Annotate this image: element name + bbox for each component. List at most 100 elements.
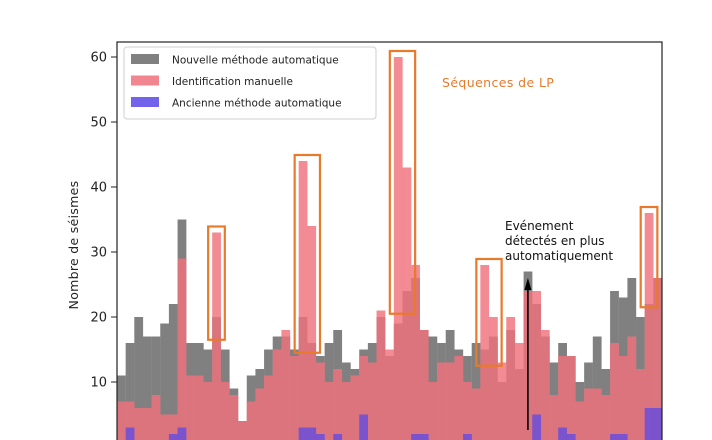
bar-identification-manuelle — [514, 343, 524, 440]
bar-ancienne-methode — [566, 434, 576, 440]
bar-nouvelle-methode — [125, 343, 135, 440]
y-tick-label: 30 — [90, 246, 107, 261]
bar-identification-manuelle — [558, 356, 567, 440]
bar-identification-manuelle — [575, 401, 585, 440]
bar-ancienne-methode — [558, 427, 567, 440]
bars-layer — [117, 57, 663, 440]
bar-identification-manuelle — [376, 310, 386, 440]
bar-identification-manuelle — [549, 395, 559, 440]
bar-identification-manuelle — [445, 362, 455, 440]
bar-identification-manuelle — [177, 258, 187, 440]
bar-identification-manuelle — [437, 362, 446, 440]
bar-identification-manuelle — [160, 414, 170, 440]
bar-nouvelle-methode — [142, 336, 152, 440]
bar-identification-manuelle — [272, 349, 282, 440]
y-tick-label: 60 — [90, 51, 107, 66]
bar-ancienne-methode — [653, 408, 663, 440]
bar-identification-manuelle — [610, 343, 619, 440]
bar-ancienne-methode — [644, 408, 654, 440]
bar-identification-manuelle — [497, 362, 507, 440]
event-arrow-head — [524, 278, 532, 290]
bar-identification-manuelle — [151, 395, 161, 440]
bar-identification-manuelle — [385, 349, 394, 440]
bar-identification-manuelle — [532, 291, 542, 440]
lp-sequence-box — [475, 257, 503, 367]
bar-identification-manuelle — [142, 408, 152, 440]
bar-ancienne-methode — [298, 427, 308, 440]
bar-identification-manuelle — [125, 401, 135, 440]
y-tick-label: 20 — [90, 311, 107, 326]
lp-sequence-box — [293, 153, 322, 354]
bar-identification-manuelle — [264, 375, 273, 440]
bar-identification-manuelle — [186, 375, 196, 440]
bar-ancienne-methode — [307, 427, 317, 440]
bar-ancienne-methode — [532, 414, 542, 440]
y-tick-label: 10 — [90, 376, 107, 391]
legend-swatch — [131, 54, 159, 64]
y-tick-label: 50 — [90, 116, 107, 131]
bar-identification-manuelle — [220, 382, 230, 440]
bar-identification-manuelle — [194, 375, 204, 440]
bar-identification-manuelle — [644, 213, 654, 440]
bar-identification-manuelle — [229, 395, 239, 440]
bar-identification-manuelle — [298, 161, 308, 440]
bar-identification-manuelle — [566, 356, 576, 440]
bar-identification-manuelle — [367, 362, 377, 440]
bar-nouvelle-methode — [160, 323, 170, 440]
bar-identification-manuelle — [636, 369, 645, 440]
y-tick-label: 40 — [90, 181, 107, 196]
bar-identification-manuelle — [463, 382, 472, 440]
bar-ancienne-methode — [419, 434, 429, 440]
bar-identification-manuelle — [350, 375, 360, 440]
event-annotation-text: Evénement — [505, 219, 574, 233]
bar-identification-manuelle — [307, 226, 317, 440]
lp-sequence-box — [388, 49, 417, 315]
bar-identification-manuelle — [281, 330, 291, 440]
bar-identification-manuelle — [117, 401, 126, 440]
bar-identification-manuelle — [540, 330, 550, 440]
bar-ancienne-methode — [618, 434, 628, 440]
plot-frame — [116, 41, 663, 440]
legend-entry-label: Identification manuelle — [172, 76, 293, 88]
bar-identification-manuelle — [324, 382, 334, 440]
bar-ancienne-methode — [315, 434, 325, 440]
bar-identification-manuelle — [168, 414, 178, 440]
bar-identification-manuelle — [402, 167, 412, 440]
bar-identification-manuelle — [246, 401, 256, 440]
y-axis-label: Nombre de séismes — [66, 181, 81, 310]
bar-identification-manuelle — [601, 395, 611, 440]
bar-identification-manuelle — [592, 388, 602, 440]
event-annotation-text: automatiquement — [505, 249, 613, 263]
bar-identification-manuelle — [212, 232, 221, 440]
bar-ancienne-methode — [168, 434, 178, 440]
bar-identification-manuelle — [471, 388, 481, 440]
bar-identification-manuelle — [238, 421, 247, 440]
legend-entry-label: Nouvelle méthode automatique — [172, 55, 339, 67]
bar-nouvelle-methode — [151, 336, 161, 440]
bar-identification-manuelle — [393, 57, 403, 440]
legend-swatch — [131, 97, 159, 107]
bar-ancienne-methode — [359, 414, 369, 440]
bar-nouvelle-methode — [134, 317, 144, 440]
legend-entry-label: Ancienne méthode automatique — [172, 98, 342, 110]
bar-ancienne-methode — [125, 427, 135, 440]
bar-identification-manuelle — [506, 317, 516, 440]
bar-ancienne-methode — [463, 434, 472, 440]
axes-layer: 10 20 30 40 50 60 Nombre de séismes — [66, 41, 663, 440]
bar-ancienne-methode — [333, 434, 343, 440]
bar-ancienne-methode — [610, 434, 619, 440]
bar-identification-manuelle — [653, 278, 663, 440]
lp-sequence-box — [639, 205, 659, 309]
bar-identification-manuelle — [333, 369, 343, 440]
lp-sequence-label: Séquences de LP — [442, 75, 554, 90]
bar-identification-manuelle — [480, 265, 490, 440]
bar-identification-manuelle — [203, 382, 213, 440]
legend-swatch — [131, 75, 159, 86]
bar-identification-manuelle — [255, 388, 265, 440]
bar-identification-manuelle — [359, 356, 369, 440]
bar-nouvelle-methode — [168, 304, 178, 440]
bar-identification-manuelle — [290, 356, 299, 440]
bar-identification-manuelle — [454, 356, 464, 440]
bar-identification-manuelle — [584, 388, 593, 440]
